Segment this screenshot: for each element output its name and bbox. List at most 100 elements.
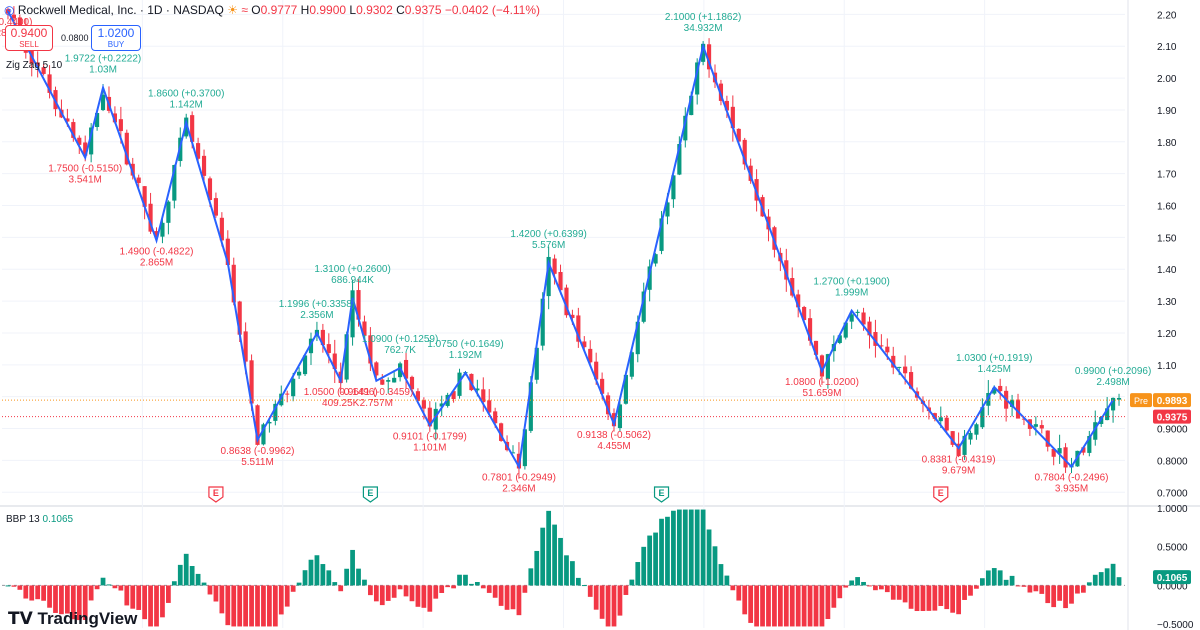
close-value: 0.9375 (404, 3, 442, 17)
bbp-bar (23, 585, 29, 599)
symbol-icon: ◎ (4, 3, 15, 17)
candle-body (932, 413, 937, 419)
candle-body (154, 231, 159, 238)
bbp-bar (920, 585, 926, 612)
bbp-bar (801, 585, 807, 627)
candle-body (742, 139, 747, 165)
earnings-marker (653, 486, 670, 503)
bbp-bar (528, 568, 534, 586)
bbp-bar (142, 585, 148, 620)
bbp-bar (1075, 585, 1080, 594)
bbp-bar (575, 577, 581, 586)
bbp-bar (979, 578, 985, 586)
zigzag-indicator-label[interactable]: Zig Zag 5 10 (6, 60, 63, 71)
bbp-bar (760, 585, 765, 627)
bbp-bar (136, 585, 142, 610)
pivot-label-price: 1.0800 (-1.0200) (785, 377, 859, 388)
candle-body (243, 331, 248, 362)
price-tick: 0.8000 (1157, 456, 1188, 467)
bbp-bar (1069, 585, 1074, 604)
bbp-bar (17, 585, 23, 590)
bbp-bar (694, 509, 700, 586)
candle-body (1057, 448, 1062, 454)
bbp-bar (861, 581, 866, 586)
bbp-bar (831, 585, 837, 608)
candle-body (879, 345, 884, 347)
candle-body (938, 417, 943, 422)
bbp-bar (344, 568, 350, 586)
tradingview-logo[interactable]: 𝗧𝗩 TradingView (8, 609, 138, 628)
bbp-bar (1051, 585, 1057, 608)
candle-body (332, 353, 337, 370)
bbp-bar (469, 583, 474, 586)
bbp-bar (653, 532, 658, 586)
candle-body (499, 423, 504, 441)
candle-body (873, 332, 878, 346)
bbp-bar (718, 564, 724, 586)
price-badge-value: 0.9375 (1157, 413, 1188, 424)
buy-price: 1.0200 (97, 26, 135, 40)
bbp-bar (884, 585, 890, 593)
bbp-bar (59, 585, 64, 615)
bbp-bar (564, 555, 569, 586)
candle-body (297, 371, 302, 376)
candle-body (112, 113, 117, 123)
candle-body (659, 218, 664, 251)
bbp-bar (261, 585, 266, 627)
buy-button[interactable]: 1.0200 BUY (91, 25, 141, 51)
pivot-label-price: 0.9101 (-0.1799) (393, 431, 467, 442)
candle-body (944, 417, 949, 431)
candle-body (641, 291, 646, 322)
price-tick: 1.10 (1157, 361, 1177, 372)
bbp-bar (1033, 585, 1039, 592)
candle-body (522, 429, 527, 467)
bbp-bar (362, 579, 367, 586)
bbp-bar (748, 585, 754, 623)
bbp-bar (1045, 585, 1051, 604)
bbp-bar (522, 585, 528, 593)
candle-body (629, 352, 634, 377)
bbp-bar (290, 585, 296, 592)
bbp-bar (599, 585, 605, 619)
bbp-bar (41, 585, 46, 601)
candle-body (1015, 399, 1021, 419)
price-badge (1153, 393, 1191, 408)
bbp-bar (706, 529, 712, 586)
symbol-title[interactable]: Rockwell Medical, Inc. · 1D · NASDAQ (17, 3, 224, 17)
bbp-bar (457, 574, 462, 586)
candle-body (635, 321, 640, 355)
bbp-bar (1015, 585, 1021, 587)
candle-body (813, 340, 819, 355)
bbp-bar (962, 585, 967, 600)
bbp-bar (617, 585, 623, 616)
candle-body (475, 388, 480, 391)
sell-button[interactable]: 0.9400 SELL (5, 25, 53, 51)
bbp-bar (474, 582, 480, 586)
bbp-bar (1104, 568, 1110, 586)
pivot-label-volume: 409.25K (322, 398, 360, 409)
candle-body (582, 341, 587, 348)
bbp-bar (76, 585, 82, 621)
bbp-bar (166, 585, 171, 603)
candle-body (225, 238, 230, 266)
price-tick: 1.30 (1157, 297, 1177, 308)
price-axis: 2.20 2.10 2.00 1.90 1.80 1.70 1.60 1.50 1.40 1.30… (2, 10, 1194, 630)
bbp-bar (629, 579, 635, 586)
candle-body (249, 360, 254, 404)
bbp-indicator-label[interactable]: BBP 13 0.1065 (6, 514, 74, 525)
bbp-bar (231, 585, 237, 627)
bbp-bar (118, 585, 124, 591)
candle-body (807, 318, 813, 341)
high-value: 0.9900 (309, 3, 347, 17)
pre-market-tag-label: Pre (1134, 396, 1148, 406)
candle-body (540, 298, 545, 346)
candle-body (374, 362, 379, 376)
bbp-bar (160, 585, 165, 618)
bbp-bar (736, 585, 742, 601)
bbp-bar (1027, 585, 1033, 593)
change-value: −0.0402 (−4.11%) (444, 3, 541, 17)
bbp-bar (47, 585, 52, 608)
price-tick: 1.60 (1157, 202, 1177, 213)
